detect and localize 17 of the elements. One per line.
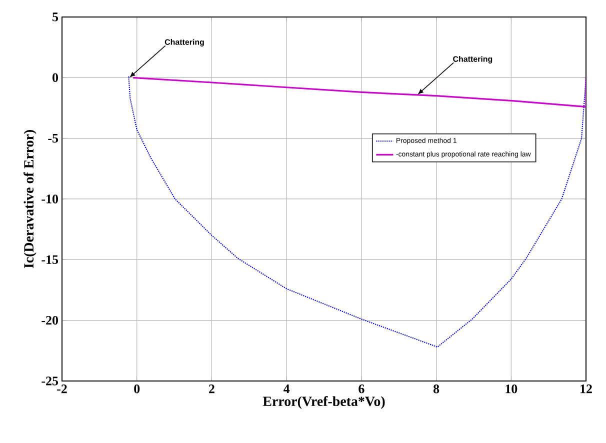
x-tick-label: 8 — [433, 384, 440, 394]
x-tick-label: 4 — [284, 384, 290, 394]
y-tick-label: -10 — [42, 194, 58, 204]
y-tick-label: 0 — [52, 73, 58, 82]
y-axis-title: Ic(Deravative of Error) — [24, 130, 36, 268]
y-tick-label: -5 — [48, 134, 58, 143]
x-axis-title: Error(Vref-beta*Vo) — [262, 396, 385, 409]
y-tick-label: -20 — [42, 316, 58, 325]
x-tick-label: -2 — [57, 384, 67, 394]
x-tick-label: 0 — [134, 384, 140, 394]
x-tick-label: 2 — [209, 384, 214, 394]
y-tick-label: -25 — [42, 376, 58, 386]
y-tick-label: -15 — [42, 255, 58, 264]
y-tick-label: 5 — [52, 12, 58, 22]
x-tick-label: 10 — [506, 384, 518, 394]
x-tick-label: 6 — [358, 384, 364, 394]
x-tick-label: 12 — [580, 384, 592, 394]
